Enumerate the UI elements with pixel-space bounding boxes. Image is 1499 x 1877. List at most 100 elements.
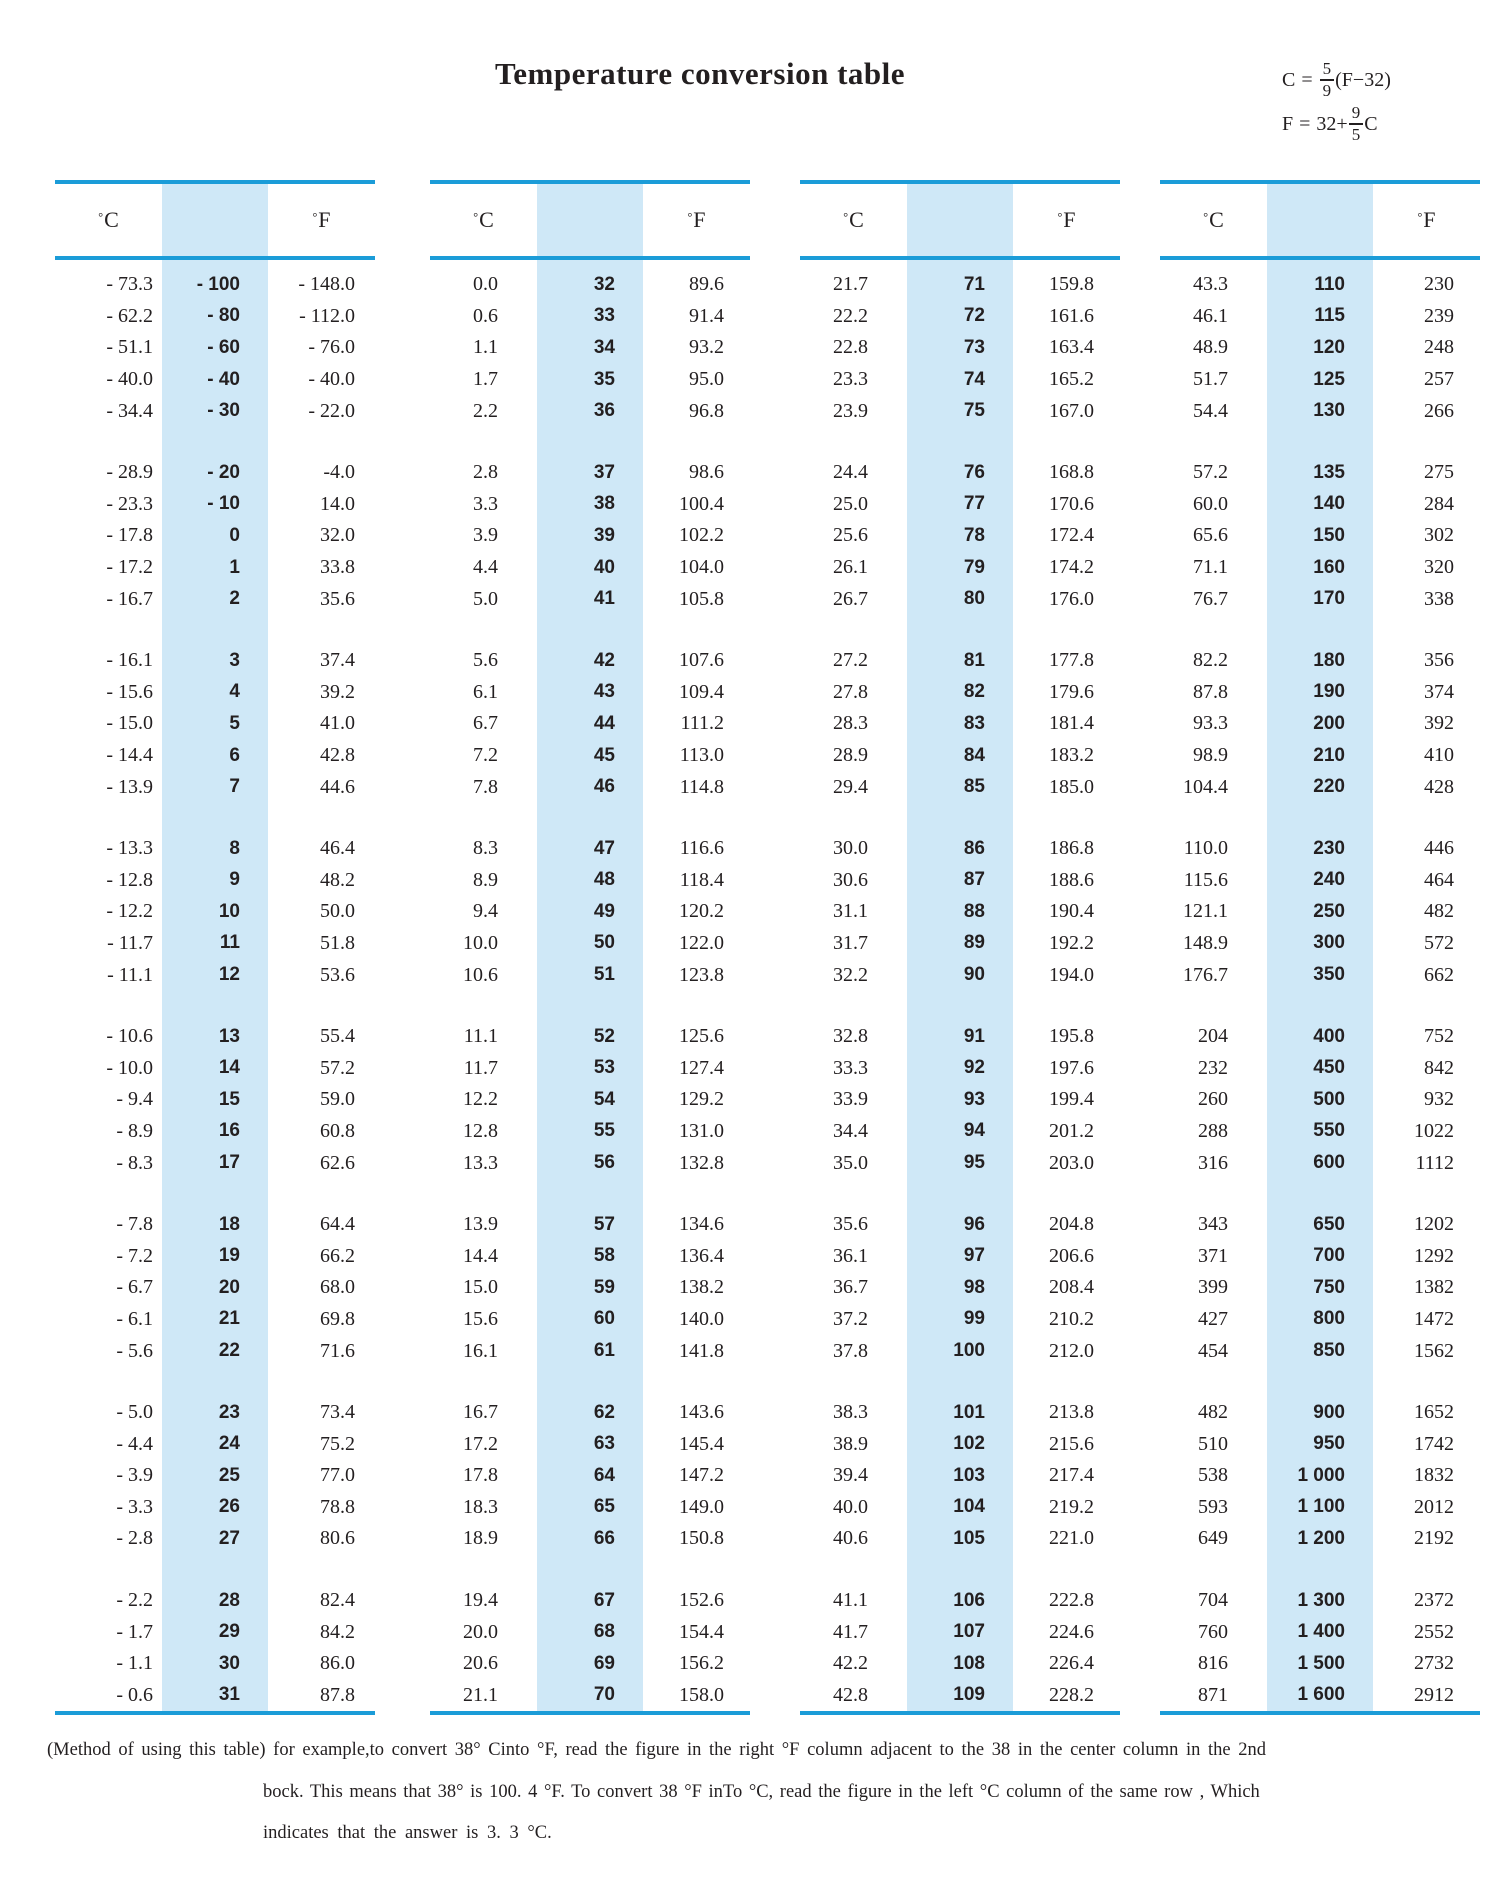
footer-line-3: indicates that the answer is 3. 3 °C. xyxy=(263,1823,552,1843)
base-value: 6 xyxy=(229,744,240,766)
celsius-value: 148.9 xyxy=(1183,931,1228,954)
celsius-value: - 6.1 xyxy=(116,1307,153,1330)
table-row: 204 400 752 xyxy=(1160,1021,1480,1053)
table-row: 8.3 47 116.6 xyxy=(430,833,750,865)
table-row: 54.4 130 266 xyxy=(1160,395,1480,427)
base-value: 93 xyxy=(963,1088,985,1110)
base-value: 97 xyxy=(963,1245,985,1267)
fahrenheit-value: 1562 xyxy=(1414,1339,1454,1362)
table-row: - 11.1 12 53.6 xyxy=(55,959,375,991)
table-row: 115.6 240 464 xyxy=(1160,865,1480,897)
celsius-value: 26.1 xyxy=(833,556,868,579)
celsius-value: 288 xyxy=(1198,1119,1228,1142)
fahrenheit-value: 39.2 xyxy=(320,680,355,703)
celsius-value: - 7.8 xyxy=(116,1213,153,1236)
bottom-rule xyxy=(430,1711,750,1715)
fahrenheit-value: 482 xyxy=(1424,900,1454,923)
base-value: 20 xyxy=(218,1276,240,1298)
base-value: 120 xyxy=(1313,336,1345,358)
group-rows: 21.7 71 159.8 22.2 72 161.6 22.8 73 163.4 23.3 74 1… xyxy=(800,269,1120,1711)
fahrenheit-value: 100.4 xyxy=(679,492,724,515)
highlight-band xyxy=(162,180,268,1715)
celsius-value: - 15.0 xyxy=(106,712,153,735)
fahrenheit-value: 239 xyxy=(1424,304,1454,327)
table-row: 104.4 220 428 xyxy=(1160,771,1480,803)
table-row: - 7.2 19 66.2 xyxy=(55,1240,375,1272)
fahrenheit-value: 37.4 xyxy=(320,649,355,672)
fahrenheit-value: 177.8 xyxy=(1049,649,1094,672)
celsius-value: 40.6 xyxy=(833,1527,868,1550)
fahrenheit-value: 57.2 xyxy=(320,1056,355,1079)
table-row: 23.9 75 167.0 xyxy=(800,395,1120,427)
base-value: 62 xyxy=(593,1401,615,1423)
table-row: 9.4 49 120.2 xyxy=(430,896,750,928)
base-value: 33 xyxy=(593,305,615,327)
table-row: - 1.7 29 84.2 xyxy=(55,1616,375,1648)
fahrenheit-value: 87.8 xyxy=(320,1683,355,1706)
table-group-4: ° C ° F 43.3 110 230 46.1 115 239 48.9 120 248 51.7 12… xyxy=(1160,180,1480,1715)
fahrenheit-value: 132.8 xyxy=(679,1151,724,1174)
base-value: 98 xyxy=(963,1276,985,1298)
header-rule xyxy=(55,256,375,260)
equals-sign: = xyxy=(1301,68,1313,91)
header-blank xyxy=(1267,184,1373,256)
row-block: 19.4 67 152.6 20.0 68 154.4 20.6 69 156.2 21.1 70 1… xyxy=(430,1585,750,1711)
table-row: 11.7 53 127.4 xyxy=(430,1052,750,1084)
celsius-value: 1.1 xyxy=(473,336,498,359)
table-row: - 11.7 11 51.8 xyxy=(55,928,375,960)
fahrenheit-value: 134.6 xyxy=(679,1213,724,1236)
celsius-value: - 15.6 xyxy=(106,680,153,703)
celsius-value: 31.7 xyxy=(833,931,868,954)
fahrenheit-value: 338 xyxy=(1424,587,1454,610)
celsius-value: 57.2 xyxy=(1193,461,1228,484)
base-value: 55 xyxy=(593,1120,615,1142)
fahrenheit-value: 46.4 xyxy=(320,837,355,860)
base-value: 30 xyxy=(218,1652,240,1674)
top-rule xyxy=(55,180,375,184)
table-row: 12.2 54 129.2 xyxy=(430,1084,750,1116)
table-row: 0.0 32 89.6 xyxy=(430,269,750,301)
fahrenheit-value: 93.2 xyxy=(689,336,724,359)
celsius-value: 18.9 xyxy=(463,1527,498,1550)
base-value: 54 xyxy=(593,1088,615,1110)
base-value: 85 xyxy=(963,776,985,798)
base-value: 21 xyxy=(218,1308,240,1330)
row-block: 13.9 57 134.6 14.4 58 136.4 15.0 59 138.2 15.6 60 1… xyxy=(430,1209,750,1367)
base-value: 18 xyxy=(218,1213,240,1235)
fahrenheit-value: 1112 xyxy=(1415,1151,1454,1174)
celsius-value: 30.0 xyxy=(833,837,868,860)
celsius-value: 871 xyxy=(1198,1683,1228,1706)
fahrenheit-value: 48.2 xyxy=(320,868,355,891)
table-row: 399 750 1382 xyxy=(1160,1272,1480,1304)
celsius-value: - 34.4 xyxy=(106,399,153,422)
celsius-value: 0.0 xyxy=(473,273,498,296)
table-row: - 3.9 25 77.0 xyxy=(55,1460,375,1492)
header-celsius: ° C xyxy=(473,207,494,232)
table-row: - 17.2 1 33.8 xyxy=(55,552,375,584)
top-rule xyxy=(430,180,750,184)
celsius-value: 32.8 xyxy=(833,1025,868,1048)
base-value: 3 xyxy=(229,649,240,671)
base-value: 32 xyxy=(593,273,615,295)
fahrenheit-value: 428 xyxy=(1424,775,1454,798)
celsius-value: - 10.6 xyxy=(106,1025,153,1048)
fahrenheit-value: 195.8 xyxy=(1049,1025,1094,1048)
formula-lhs: F xyxy=(1282,112,1294,135)
header-rule xyxy=(430,256,750,260)
table-row: 34.4 94 201.2 xyxy=(800,1116,1120,1148)
celsius-value: - 13.9 xyxy=(106,775,153,798)
fahrenheit-value: - 76.0 xyxy=(308,336,355,359)
table-row: 27.2 81 177.8 xyxy=(800,645,1120,677)
fahrenheit-value: 104.0 xyxy=(679,556,724,579)
celsius-value: - 73.3 xyxy=(106,273,153,296)
fahrenheit-value: 2732 xyxy=(1414,1652,1454,1675)
table-row: 51.7 125 257 xyxy=(1160,364,1480,396)
fahrenheit-value: 32.0 xyxy=(320,524,355,547)
row-block: 343 650 1202 371 700 1292 399 750 1382 427 800 1472… xyxy=(1160,1209,1480,1367)
celsius-value: 27.8 xyxy=(833,680,868,703)
fahrenheit-value: 188.6 xyxy=(1049,868,1094,891)
base-value: 76 xyxy=(963,461,985,483)
fahrenheit-value: 215.6 xyxy=(1049,1432,1094,1455)
celsius-value: 1.7 xyxy=(473,368,498,391)
celsius-value: 71.1 xyxy=(1193,556,1228,579)
